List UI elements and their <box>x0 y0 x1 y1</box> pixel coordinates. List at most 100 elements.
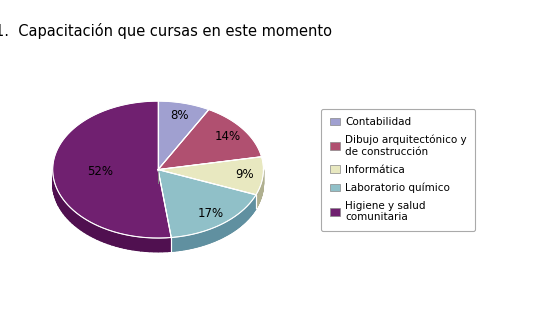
Polygon shape <box>55 184 56 200</box>
Polygon shape <box>243 209 244 224</box>
Polygon shape <box>154 238 158 252</box>
Polygon shape <box>158 101 209 170</box>
Polygon shape <box>251 201 252 215</box>
Polygon shape <box>173 237 174 251</box>
Polygon shape <box>184 236 185 250</box>
Polygon shape <box>199 232 200 246</box>
Polygon shape <box>186 235 188 249</box>
Polygon shape <box>238 214 239 228</box>
Polygon shape <box>68 205 70 221</box>
Polygon shape <box>254 197 255 212</box>
Polygon shape <box>249 203 250 218</box>
Polygon shape <box>247 205 248 220</box>
Polygon shape <box>183 236 184 250</box>
Text: 52%: 52% <box>87 165 113 178</box>
Polygon shape <box>58 192 60 208</box>
Polygon shape <box>83 218 87 234</box>
Polygon shape <box>162 238 167 252</box>
Polygon shape <box>87 220 90 235</box>
Polygon shape <box>203 231 204 245</box>
Polygon shape <box>75 212 78 228</box>
Polygon shape <box>124 234 128 249</box>
Text: 9%: 9% <box>235 168 253 181</box>
Polygon shape <box>248 205 249 219</box>
Polygon shape <box>220 224 221 239</box>
Polygon shape <box>231 219 232 233</box>
Polygon shape <box>137 237 141 251</box>
Polygon shape <box>217 226 219 240</box>
Polygon shape <box>226 222 227 236</box>
Polygon shape <box>255 196 256 210</box>
Polygon shape <box>191 234 192 248</box>
Polygon shape <box>120 234 124 248</box>
Polygon shape <box>158 157 263 195</box>
Polygon shape <box>244 209 245 223</box>
Polygon shape <box>60 194 62 211</box>
Polygon shape <box>174 237 175 251</box>
Text: 17%: 17% <box>198 207 224 221</box>
Polygon shape <box>62 197 63 214</box>
Polygon shape <box>201 232 203 246</box>
Polygon shape <box>132 236 137 250</box>
Polygon shape <box>188 235 189 249</box>
Polygon shape <box>239 212 240 227</box>
Polygon shape <box>81 216 83 232</box>
Polygon shape <box>112 231 116 246</box>
Polygon shape <box>204 231 205 245</box>
Polygon shape <box>158 238 162 252</box>
Polygon shape <box>63 200 65 216</box>
Polygon shape <box>223 223 225 237</box>
Polygon shape <box>237 214 238 229</box>
Polygon shape <box>70 207 72 223</box>
Polygon shape <box>221 224 222 238</box>
Polygon shape <box>222 224 223 238</box>
Polygon shape <box>175 237 177 251</box>
Polygon shape <box>213 228 214 242</box>
Polygon shape <box>178 237 180 250</box>
Polygon shape <box>229 219 231 234</box>
Polygon shape <box>214 227 215 241</box>
Polygon shape <box>205 230 207 245</box>
Polygon shape <box>208 230 209 244</box>
Polygon shape <box>241 211 242 225</box>
Polygon shape <box>250 202 251 217</box>
Text: 1.  Capacitación que cursas en este momento: 1. Capacitación que cursas en este momen… <box>0 23 332 39</box>
Polygon shape <box>234 216 235 231</box>
Polygon shape <box>227 221 228 235</box>
Polygon shape <box>104 228 108 244</box>
Polygon shape <box>167 237 171 252</box>
Polygon shape <box>240 212 241 226</box>
Polygon shape <box>236 215 237 230</box>
Text: 14%: 14% <box>215 130 241 143</box>
Polygon shape <box>108 230 112 245</box>
Polygon shape <box>158 109 262 170</box>
Polygon shape <box>65 202 68 218</box>
Polygon shape <box>128 235 132 250</box>
Polygon shape <box>242 210 243 224</box>
Polygon shape <box>210 229 211 243</box>
Polygon shape <box>211 228 213 242</box>
Polygon shape <box>97 225 100 241</box>
Polygon shape <box>171 237 173 251</box>
Polygon shape <box>189 235 191 249</box>
Polygon shape <box>100 227 104 242</box>
Polygon shape <box>197 233 199 247</box>
Polygon shape <box>207 230 208 244</box>
Polygon shape <box>235 216 236 230</box>
Polygon shape <box>245 207 246 222</box>
Polygon shape <box>78 214 81 230</box>
Polygon shape <box>181 236 183 250</box>
Polygon shape <box>158 170 256 237</box>
Polygon shape <box>53 178 54 194</box>
Polygon shape <box>185 235 186 249</box>
Polygon shape <box>200 232 201 246</box>
Polygon shape <box>196 233 197 247</box>
Polygon shape <box>253 198 254 213</box>
Polygon shape <box>195 234 196 247</box>
Polygon shape <box>56 186 57 203</box>
Polygon shape <box>193 234 195 248</box>
Polygon shape <box>246 206 247 221</box>
Polygon shape <box>116 232 120 247</box>
Polygon shape <box>209 229 210 243</box>
Polygon shape <box>93 224 97 239</box>
